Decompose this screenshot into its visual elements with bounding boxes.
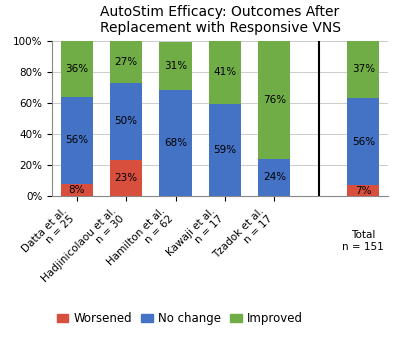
- Text: 8%: 8%: [68, 185, 85, 195]
- Text: 27%: 27%: [114, 56, 138, 67]
- Text: 68%: 68%: [164, 138, 187, 148]
- Text: 59%: 59%: [213, 145, 236, 155]
- Text: Total
n = 151: Total n = 151: [342, 230, 384, 252]
- Title: AutoStim Efficacy: Outcomes After
Replacement with Responsive VNS: AutoStim Efficacy: Outcomes After Replac…: [100, 5, 340, 35]
- Bar: [347, 41, 379, 98]
- Text: 36%: 36%: [65, 64, 88, 74]
- Bar: [347, 98, 379, 185]
- Bar: [209, 104, 241, 196]
- Bar: [160, 90, 192, 196]
- Bar: [110, 160, 142, 196]
- Text: 56%: 56%: [65, 135, 88, 145]
- Text: 24%: 24%: [263, 172, 286, 183]
- Text: 50%: 50%: [115, 116, 138, 126]
- Bar: [61, 97, 93, 184]
- Bar: [110, 41, 142, 82]
- Text: 31%: 31%: [164, 61, 187, 71]
- Bar: [209, 41, 241, 104]
- Legend: Worsened, No change, Improved: Worsened, No change, Improved: [52, 308, 308, 330]
- Text: 41%: 41%: [213, 68, 236, 77]
- Bar: [258, 159, 290, 196]
- Text: 7%: 7%: [355, 186, 372, 196]
- Text: 56%: 56%: [352, 137, 375, 147]
- Bar: [347, 185, 379, 196]
- Bar: [61, 41, 93, 97]
- Text: 76%: 76%: [263, 95, 286, 105]
- Text: 23%: 23%: [114, 173, 138, 183]
- Bar: [110, 82, 142, 160]
- Bar: [160, 42, 192, 90]
- Bar: [61, 184, 93, 196]
- Bar: [258, 41, 290, 159]
- Text: 37%: 37%: [352, 64, 375, 74]
